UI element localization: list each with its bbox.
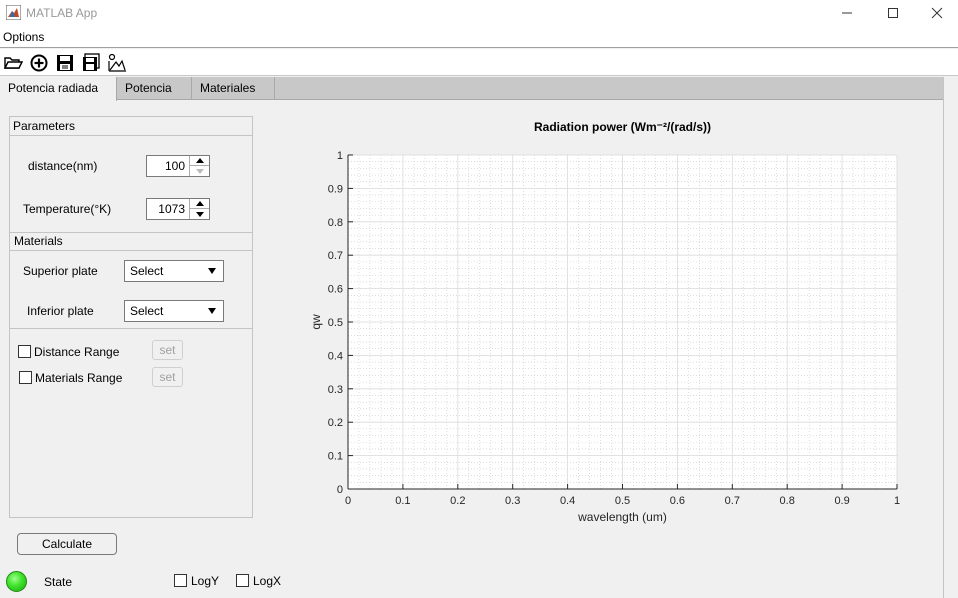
chart-title: Radiation power (Wm⁻²/(rad/s)) — [534, 120, 711, 134]
parameters-divider — [10, 135, 252, 136]
open-folder-icon[interactable] — [3, 53, 23, 72]
distance-value: 100 — [165, 159, 185, 173]
parameters-title: Parameters — [13, 119, 75, 133]
temperature-spinner[interactable]: 1073 — [146, 198, 210, 220]
distance-range-set-button[interactable]: set — [152, 340, 183, 360]
y-tick-label: 0.9 — [328, 183, 343, 195]
toolbar — [0, 49, 958, 76]
logx-label: LogX — [253, 574, 281, 588]
materials-range-set-button[interactable]: set — [152, 367, 183, 387]
inferior-plate-label: Inferior plate — [27, 304, 94, 318]
maximize-button[interactable] — [870, 0, 916, 26]
x-tick-label: 0.5 — [615, 495, 630, 507]
close-button[interactable] — [914, 0, 958, 26]
y-tick-label: 0.3 — [328, 384, 343, 396]
superior-plate-dropdown[interactable]: Select — [124, 260, 224, 282]
save-all-icon[interactable] — [81, 53, 101, 72]
chevron-down-icon — [196, 212, 204, 217]
x-tick-label: 0.9 — [834, 495, 849, 507]
logy-label: LogY — [191, 574, 219, 588]
chevron-up-icon — [196, 201, 204, 206]
radiation-power-plot[interactable]: 0 0.1 0.2 0.3 0.4 0.5 0.6 0.7 0.8 0.9 1 0 0.1 0.2 0.3 0… — [300, 110, 920, 530]
temperature-decrement-button[interactable] — [190, 209, 209, 219]
distance-spinner[interactable]: 100 — [146, 155, 210, 177]
matlab-logo-icon — [6, 5, 21, 20]
materials-top-divider — [10, 232, 252, 233]
y-tick-label: 0.8 — [328, 217, 343, 229]
y-tick-label: 0.5 — [328, 317, 343, 329]
x-tick-label: 0.8 — [780, 495, 795, 507]
x-tick-label: 1 — [894, 495, 900, 507]
y-tick-label: 0.1 — [328, 451, 343, 463]
inferior-plate-value: Select — [130, 304, 163, 318]
tab-materiales[interactable]: Materiales — [192, 77, 275, 100]
minimize-icon — [841, 7, 853, 19]
save-icon[interactable] — [55, 53, 75, 72]
distance-range-label: Distance Range — [34, 345, 119, 359]
close-icon — [931, 7, 943, 19]
distance-decrement-button[interactable] — [190, 166, 209, 176]
superior-plate-label: Superior plate — [23, 264, 98, 278]
state-lamp — [6, 571, 27, 592]
materials-title: Materials — [14, 234, 63, 248]
y-tick-label: 0 — [337, 484, 343, 496]
materials-divider — [10, 250, 252, 251]
right-border — [943, 77, 958, 598]
distance-range-checkbox[interactable] — [18, 345, 31, 358]
y-tick-label: 1 — [337, 150, 343, 162]
temperature-label: Temperature(°K) — [23, 202, 111, 216]
distance-increment-button[interactable] — [190, 156, 209, 166]
temperature-spin-buttons — [189, 199, 209, 219]
x-tick-label: 0.7 — [725, 495, 740, 507]
tab-potencia[interactable]: Potencia — [117, 77, 192, 100]
tab-potencia-radiada[interactable]: Potencia radiada — [0, 77, 117, 101]
materials-range-label: Materials Range — [35, 371, 122, 385]
y-axis-label: qw — [309, 314, 323, 330]
materials-range-checkbox[interactable] — [19, 371, 32, 384]
menu-bar: Options — [0, 26, 958, 48]
logy-checkbox[interactable] — [174, 574, 187, 587]
temperature-increment-button[interactable] — [190, 199, 209, 209]
x-tick-label: 0.6 — [670, 495, 685, 507]
x-tick-label: 0.3 — [505, 495, 520, 507]
logx-checkbox[interactable] — [236, 574, 249, 587]
window-title: MATLAB App — [26, 6, 97, 20]
caret-down-icon — [208, 308, 216, 314]
inferior-plate-dropdown[interactable]: Select — [124, 300, 224, 322]
temperature-value: 1073 — [158, 202, 185, 216]
add-circle-icon[interactable] — [29, 53, 49, 72]
y-tick-label: 0.4 — [328, 350, 343, 362]
distance-spin-buttons — [189, 156, 209, 176]
y-tick-label: 0.7 — [328, 250, 343, 262]
distance-label: distance(nm) — [28, 159, 97, 173]
calculate-button[interactable]: Calculate — [17, 533, 117, 555]
materials-bottom-divider — [10, 328, 252, 329]
x-axis-label: wavelength (um) — [577, 510, 667, 524]
state-label: State — [44, 575, 72, 589]
caret-down-icon — [208, 268, 216, 274]
x-tick-label: 0 — [345, 495, 351, 507]
y-tick-label: 0.2 — [328, 417, 343, 429]
title-bar: MATLAB App — [0, 0, 958, 26]
x-tick-label: 0.1 — [395, 495, 410, 507]
plot-tool-icon[interactable] — [107, 53, 127, 72]
minimize-button[interactable] — [824, 0, 870, 26]
chevron-down-icon — [196, 169, 204, 174]
maximize-icon — [887, 7, 899, 19]
menu-options[interactable]: Options — [3, 30, 44, 44]
chevron-up-icon — [196, 158, 204, 163]
tab-strip: Potencia radiada Potencia Materiales — [0, 77, 943, 100]
x-tick-label: 0.4 — [560, 495, 575, 507]
superior-plate-value: Select — [130, 264, 163, 278]
x-tick-label: 0.2 — [450, 495, 465, 507]
y-tick-label: 0.6 — [328, 284, 343, 296]
